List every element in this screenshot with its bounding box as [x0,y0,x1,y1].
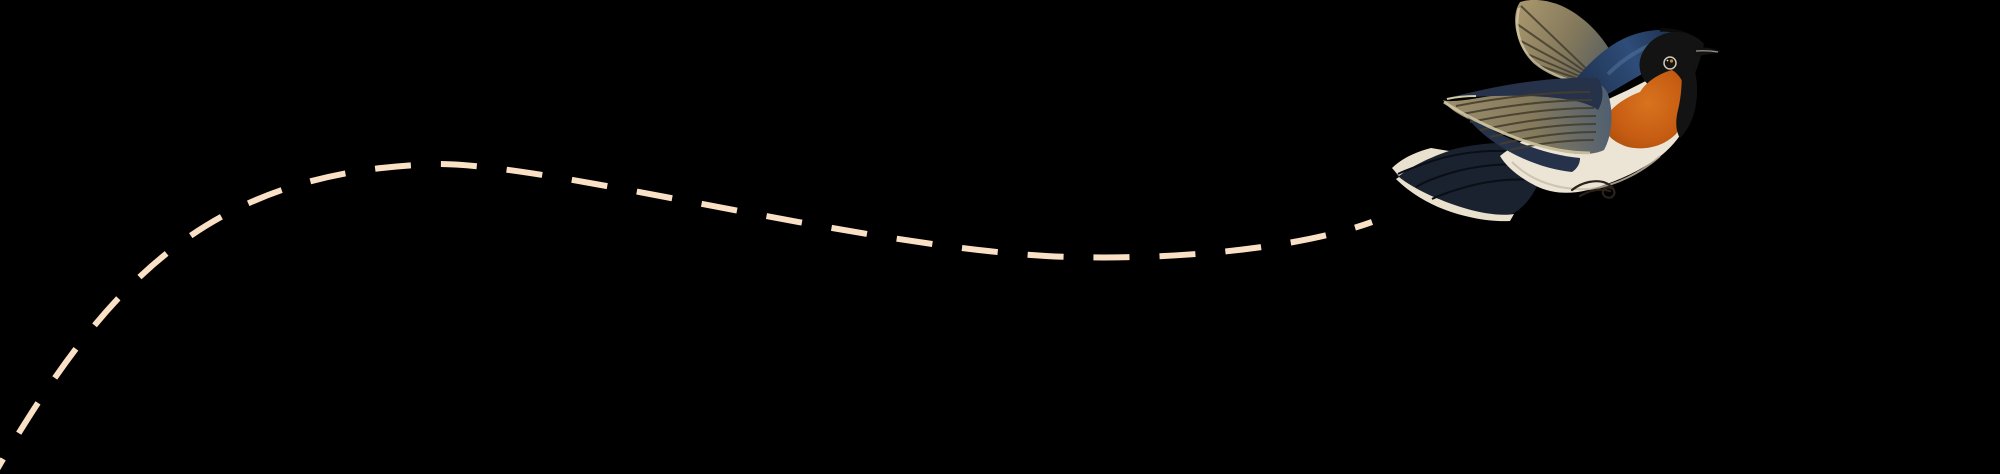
bird-illustration [1392,0,1721,222]
bird-throat-strap [1676,54,1698,138]
bird-eye-ring [1663,56,1677,70]
bird-eye-glint [1669,59,1674,63]
bird-near-wing-leading-edge [1444,77,1603,110]
bird-near-wing-pale-edge [1443,100,1591,155]
bird-beak [1694,47,1721,56]
bird-tail-white-tip [1392,148,1449,176]
bird-tail-white-bottom [1396,177,1514,222]
bird-near-wing-secondaries [1464,112,1580,172]
bird-feet [1570,180,1616,199]
bird-throat-patch [1603,70,1687,149]
bird-beak-highlight [1695,50,1719,53]
flight-path-dashed-line [0,160,1374,471]
bird-eye-spark [1666,59,1669,62]
bird-near-wing-tip-highlight [1446,95,1477,100]
bird-belly-shadow [1511,155,1661,191]
